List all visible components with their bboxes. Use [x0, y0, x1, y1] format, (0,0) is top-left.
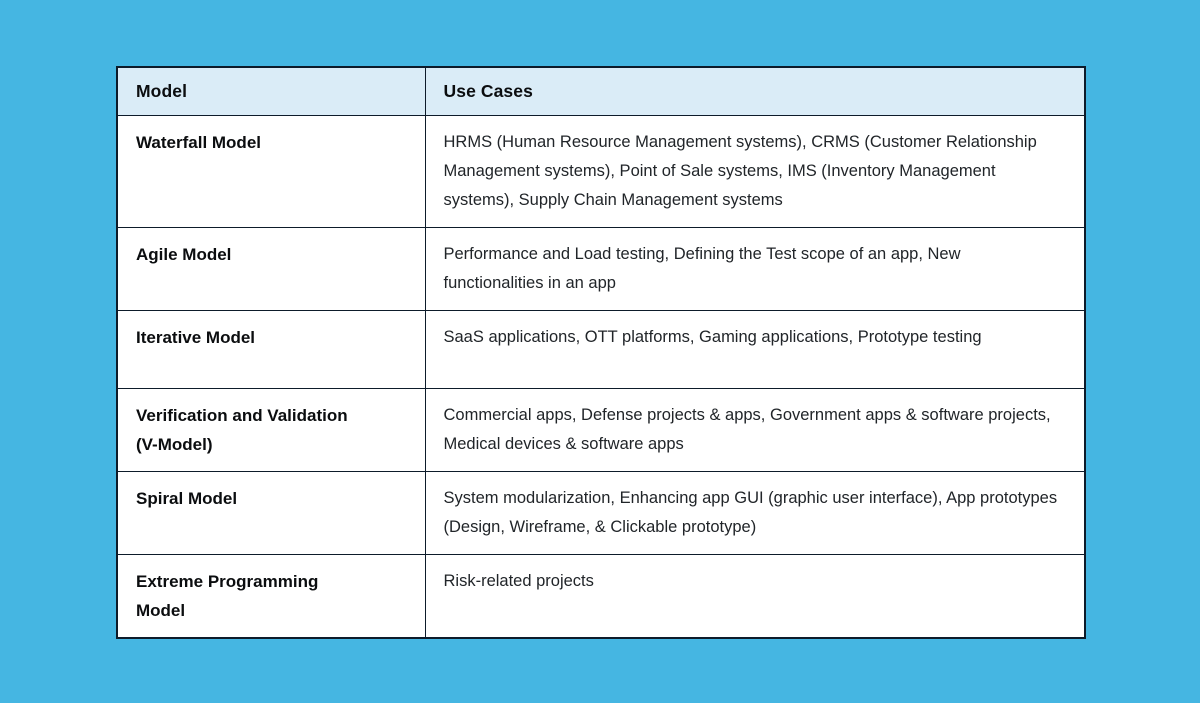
- use-cases-cell: Risk-related projects: [424, 553, 1086, 638]
- table-header: Model Use Cases: [116, 66, 1086, 116]
- table-row: Waterfall Model HRMS (Human Resource Man…: [116, 114, 1086, 228]
- model-name-cell: Extreme Programming Model: [116, 553, 426, 638]
- models-use-cases-table-container: Model Use Cases Waterfall Model HRMS (Hu…: [116, 66, 1086, 639]
- model-name-cell: Agile Model: [116, 226, 426, 311]
- table-row: Iterative Model SaaS applications, OTT p…: [116, 309, 1086, 389]
- use-cases-cell: Commercial apps, Defense projects & apps…: [424, 387, 1086, 472]
- table-row: Verification and Validation (V-Model) Co…: [116, 387, 1086, 472]
- table-row: Extreme Programming Model Risk-related p…: [116, 553, 1086, 638]
- use-cases-cell: SaaS applications, OTT platforms, Gaming…: [424, 309, 1086, 389]
- model-name-cell: Spiral Model: [116, 470, 426, 555]
- column-header-model: Model: [116, 66, 426, 116]
- use-cases-cell: System modularization, Enhancing app GUI…: [424, 470, 1086, 555]
- use-cases-cell: HRMS (Human Resource Management systems)…: [424, 114, 1086, 228]
- table-body: Waterfall Model HRMS (Human Resource Man…: [116, 114, 1086, 638]
- model-name-cell: Verification and Validation (V-Model): [116, 387, 426, 472]
- table-row: Agile Model Performance and Load testing…: [116, 226, 1086, 311]
- table-header-row: Model Use Cases: [116, 66, 1086, 116]
- model-name-cell: Iterative Model: [116, 309, 426, 389]
- model-name-cell: Waterfall Model: [116, 114, 426, 228]
- use-cases-cell: Performance and Load testing, Defining t…: [424, 226, 1086, 311]
- models-use-cases-table: Model Use Cases Waterfall Model HRMS (Hu…: [116, 66, 1086, 639]
- table-row: Spiral Model System modularization, Enha…: [116, 470, 1086, 555]
- column-header-use-cases: Use Cases: [424, 66, 1086, 116]
